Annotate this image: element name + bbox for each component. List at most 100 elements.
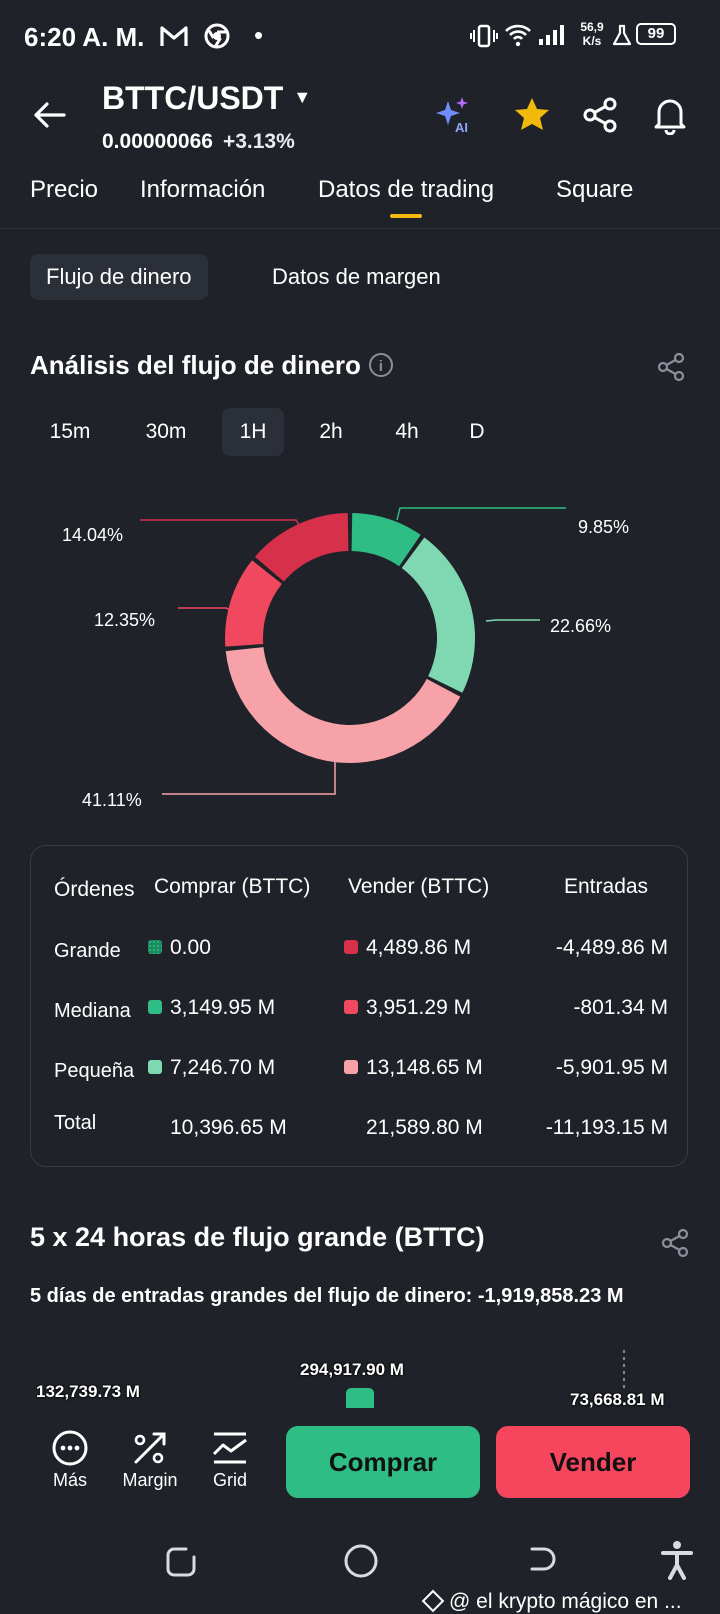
chrome-icon (204, 23, 230, 49)
leader-line-1 (396, 507, 566, 521)
col-header-entradas: Entradas (564, 875, 649, 898)
row-label-pequena: Pequeña (54, 1060, 135, 1082)
row-total-sell: 21,589.80 M (366, 1116, 483, 1139)
legend-swatch (344, 1060, 358, 1074)
notification-dot-icon: • (254, 20, 264, 50)
donut-label-5: 14.04% (62, 525, 124, 545)
network-speed: 56,9 K/s (580, 20, 604, 48)
margin-icon[interactable] (130, 1428, 170, 1468)
legend-swatch (148, 1000, 162, 1014)
back-nav-icon[interactable] (524, 1545, 558, 1579)
money-flow-donut-chart (140, 507, 566, 830)
share-large-flow-icon[interactable] (660, 1228, 690, 1258)
col-header-vender: Vender (BTTC) (348, 875, 490, 898)
back-arrow-icon[interactable] (30, 95, 70, 135)
row-grande-sell: 4,489.86 M (344, 936, 471, 960)
recent-apps-icon[interactable] (164, 1545, 198, 1579)
timeframe-30m[interactable]: 30m (145, 420, 187, 443)
row-mediana-buy: 3,149.95 M (148, 996, 275, 1020)
row-pequena-sell: 13,148.65 M (344, 1056, 483, 1080)
row-grande-buy: 0.00 (148, 936, 211, 960)
tab-square[interactable]: Square (556, 176, 634, 203)
share-icon[interactable] (580, 95, 620, 135)
donut-slice-1 (351, 513, 421, 567)
money-flow-title: Análisis del flujo de dinero i (30, 350, 393, 381)
timeframe-1h[interactable]: 1H (222, 408, 284, 456)
row-label-mediana: Mediana (54, 1000, 131, 1022)
favorite-star-icon[interactable] (512, 95, 552, 135)
price-change: +3.13% (222, 130, 295, 153)
svg-text:AI: AI (455, 120, 468, 135)
battery-icon: 99 (636, 23, 676, 45)
large-flow-bar-chart (346, 1350, 625, 1408)
row-label-grande: Grande (54, 940, 121, 962)
bell-icon[interactable] (650, 95, 690, 135)
timeframe-4h[interactable]: 4h (395, 420, 419, 443)
leader-line-5 (140, 519, 303, 531)
donut-slice-5 (254, 513, 349, 582)
sell-button[interactable]: Vender (496, 1426, 690, 1498)
subtab-flujo-de-dinero[interactable]: Flujo de dinero (30, 254, 208, 300)
orders-table-card (30, 845, 688, 1167)
timeframe-d[interactable]: D (469, 420, 485, 443)
watermark: @ el krypto mágico en ... (421, 1589, 682, 1614)
accessibility-icon[interactable] (660, 1540, 694, 1580)
binance-logo-icon (421, 1589, 445, 1613)
more-icon[interactable] (50, 1428, 90, 1468)
timeframe-15m[interactable]: 15m (49, 420, 91, 443)
buy-button[interactable]: Comprar (286, 1426, 480, 1498)
tab-informacion[interactable]: Información (140, 176, 266, 203)
grid-bot-icon[interactable] (210, 1428, 250, 1468)
signal-icon (539, 25, 564, 45)
share-analysis-icon[interactable] (656, 352, 686, 382)
pair-title: BTTC/USDT (102, 80, 284, 116)
row-pequena-net: -5,901.95 M (555, 1056, 668, 1079)
gmail-icon (160, 26, 188, 46)
tab-datos-de-trading[interactable]: Datos de trading (318, 176, 495, 218)
margin-label[interactable]: Margin (122, 1470, 178, 1490)
bar-label-3: 73,668.81 M (570, 1390, 665, 1409)
row-grande-net: -4,489.86 M (555, 936, 668, 959)
legend-swatch (344, 1000, 358, 1014)
legend-swatch (148, 1060, 162, 1074)
legend-swatch (344, 940, 358, 954)
col-header-comprar: Comprar (BTTC) (154, 875, 311, 898)
donut-label-3: 41.11% (82, 790, 142, 810)
legend-swatch (148, 940, 162, 954)
donut-slice-4 (225, 560, 282, 647)
subtab-datos-de-margen[interactable]: Datos de margen (272, 264, 441, 289)
large-flow-summary: 5 días de entradas grandes del flujo de … (30, 1285, 624, 1307)
last-price: 0.00000066 (102, 130, 213, 153)
row-total-buy: 10,396.65 M (170, 1116, 287, 1139)
home-icon[interactable] (342, 1542, 380, 1580)
donut-label-2: 22.66% (550, 616, 612, 636)
timeframe-2h[interactable]: 2h (319, 420, 343, 443)
leader-line-3 (162, 762, 336, 795)
leader-line-2 (485, 619, 540, 622)
donut-label-4: 12.35% (94, 610, 156, 630)
tab-precio[interactable]: Precio (30, 176, 99, 203)
leader-line-4 (178, 607, 237, 613)
bar-label-2: 294,917.90 M (300, 1360, 404, 1379)
pair-selector[interactable]: BTTC/USDT ▼ (102, 80, 311, 117)
price-line: 0.00000066 +3.13% (102, 130, 295, 154)
lab-flask-icon (612, 24, 632, 46)
bar-label-1: 132,739.73 M (36, 1382, 140, 1401)
wifi-icon (505, 24, 531, 47)
donut-slice-3 (225, 647, 461, 764)
caret-down-icon: ▼ (293, 87, 312, 107)
row-mediana-net: -801.34 M (573, 996, 668, 1019)
status-bar: 6:20 A. M. • 56,9 K/s 99 (0, 0, 720, 70)
row-mediana-sell: 3,951.29 M (344, 996, 471, 1020)
large-flow-title: 5 x 24 horas de flujo grande (BTTC) (30, 1222, 485, 1252)
main-tabs: Precio Información Datos de trading Squa… (0, 172, 720, 229)
row-total-net: -11,193.15 M (545, 1116, 668, 1139)
grid-label[interactable]: Grid (212, 1470, 247, 1490)
donut-slice-2 (401, 537, 475, 693)
more-label[interactable]: Más (52, 1470, 87, 1490)
large-flow-bar (346, 1388, 374, 1408)
donut-label-1: 9.85% (578, 517, 630, 537)
col-header-ordenes: Órdenes (54, 878, 135, 901)
ai-sparkle-icon[interactable]: AI (434, 95, 474, 135)
info-icon[interactable]: i (368, 353, 393, 377)
